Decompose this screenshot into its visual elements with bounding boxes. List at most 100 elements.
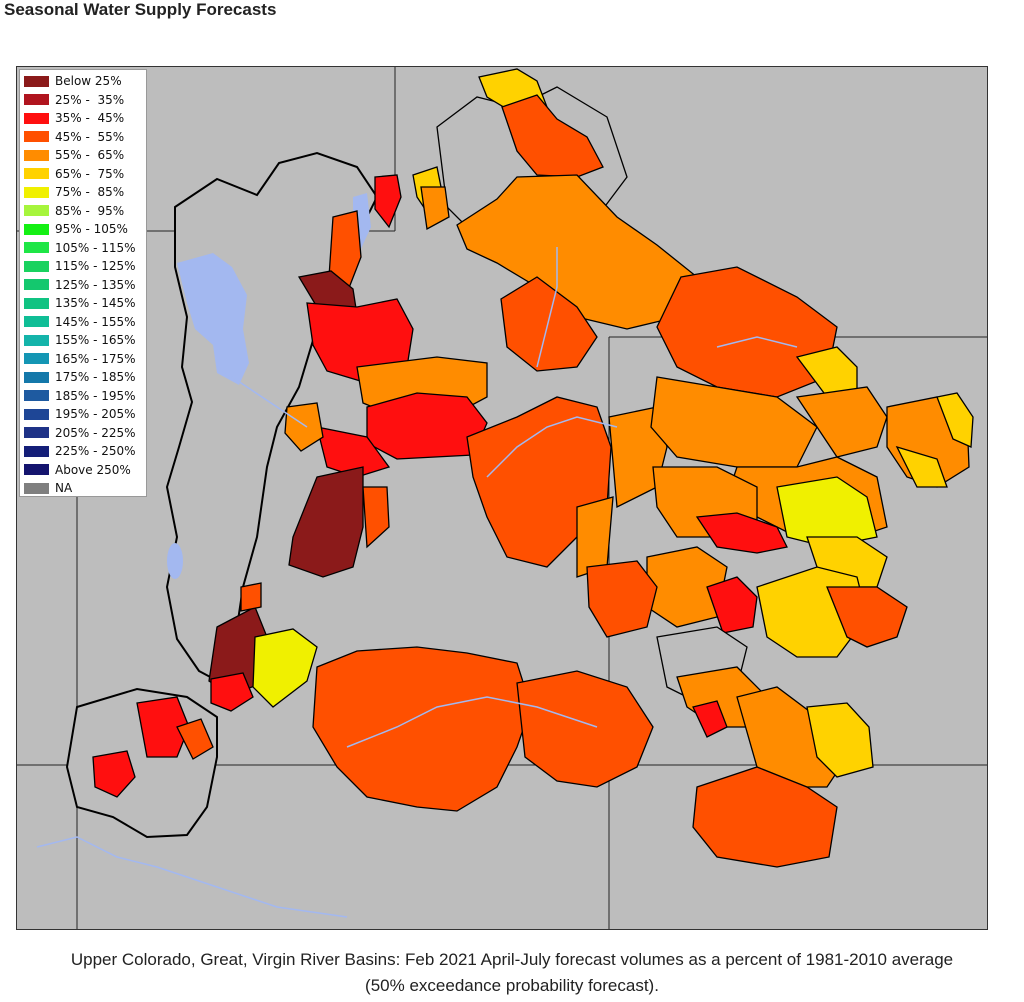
legend-item: 165% - 175% [24,350,146,369]
legend-item: NA [24,479,146,498]
legend-swatch [24,168,49,180]
legend-swatch [24,131,49,143]
legend-label: 225% - 250% [55,444,136,459]
basin-green-upper [501,94,604,178]
legend-swatch [24,75,49,87]
legend-item: 115% - 125% [24,257,146,276]
legend-swatch [24,371,49,383]
legend-label: 115% - 125% [55,259,136,274]
river-lower-colorado [36,836,348,918]
legend-label: Above 250% [55,462,131,477]
basin-dolores-north [586,560,658,638]
legend-label: 85% - 95% [55,203,125,218]
basin-green-south [500,276,598,372]
river-green [536,247,558,368]
legend-swatch [24,482,49,494]
basin-small-red-sj [692,700,728,738]
legend-swatch [24,297,49,309]
basin-upper-colorado-east [795,386,888,458]
colorado-basins [466,266,974,868]
basin-sevier-east [362,486,390,549]
basin-provo-red [316,426,391,478]
page-title: Seasonal Water Supply Forecasts [4,0,277,19]
legend-item: Above 250% [24,461,146,480]
legend-label: 25% - 35% [55,92,125,107]
legend-label: 125% - 135% [55,277,136,292]
legend-swatch [24,464,49,476]
legend-label: 175% - 185% [55,370,136,385]
legend-label: 75% - 85% [55,185,125,200]
legend-label: 165% - 175% [55,351,136,366]
sevier-lake [167,543,183,579]
legend-label: 205% - 225% [55,425,136,440]
legend-item: 145% - 155% [24,313,146,332]
river-yampa [716,336,798,348]
legend-item: 25% - 35% [24,91,146,110]
legend-item: 185% - 195% [24,387,146,406]
caption-line-2: (50% exceedance probability forecast). [365,976,659,995]
legend-label: 55% - 65% [55,148,125,163]
basin-virgin-yellow [252,628,318,708]
basin-front-yellow [936,392,974,448]
rivers [36,247,798,918]
map-caption: Upper Colorado, Great, Virgin River Basi… [0,947,1024,999]
legend-label: 185% - 195% [55,388,136,403]
legend-item: 155% - 165% [24,331,146,350]
legend-swatch [24,445,49,457]
forecast-map [16,66,988,930]
legend-swatch [24,112,49,124]
basin-rio-chama [692,766,838,868]
legend-swatch [24,205,49,217]
legend-swatch [24,316,49,328]
basin-san-juan-yellow [806,702,874,778]
basin-utah-lake-orange [284,402,324,452]
legend-rows: Below 25% 25% - 35% 35% - 45% 45% - 55% 55% … [24,72,146,498]
basin-below25-north [297,270,358,316]
great-salt-lake [177,253,249,385]
legend-label: 35% - 45% [55,111,125,126]
legend-swatch [24,279,49,291]
map-legend: Below 25% 25% - 35% 35% - 45% 45% - 55% 55% … [19,69,147,497]
wasatch-basins [284,270,488,578]
legend-label: 65% - 75% [55,166,125,181]
legend-swatch [24,408,49,420]
basin-virgin-west-red [92,750,136,798]
legend-item: 135% - 145% [24,294,146,313]
legend-label: 45% - 55% [55,129,125,144]
legend-item: 55% - 65% [24,146,146,165]
legend-item: 195% - 205% [24,405,146,424]
legend-label: 195% - 205% [55,407,136,422]
river-jordan [216,366,308,428]
lower-basins [92,582,654,812]
legend-swatch [24,186,49,198]
legend-label: 155% - 165% [55,333,136,348]
basin-gunnison-red [695,512,788,554]
basin-uncompahgre-red [706,576,758,634]
legend-label: 105% - 115% [55,240,136,255]
legend-swatch [24,94,49,106]
legend-swatch [24,260,49,272]
basin-bear-red [374,174,402,229]
legend-item: 75% - 85% [24,183,146,202]
legend-swatch [24,427,49,439]
legend-item: Below 25% [24,72,146,91]
legend-label: 95% - 105% [55,222,128,237]
legend-label: Below 25% [55,74,122,89]
basin-blue-yellow [895,445,948,488]
legend-item: 65% - 75% [24,165,146,184]
legend-label: 145% - 155% [55,314,136,329]
river-colorado-main [346,696,598,748]
basin-lake-powell [312,646,532,812]
caption-line-1: Upper Colorado, Great, Virgin River Basi… [70,950,954,969]
legend-item: 205% - 225% [24,424,146,443]
legend-label: 135% - 145% [55,296,136,311]
legend-item: 175% - 185% [24,368,146,387]
basin-sevier-below25 [288,466,364,578]
legend-item: 95% - 105% [24,220,146,239]
legend-item: 125% - 135% [24,276,146,295]
legend-swatch [24,223,49,235]
basin-virgin-small-orange [176,718,214,760]
legend-item: 85% - 95% [24,202,146,221]
upper-basins [328,68,698,372]
basin-virgin-red [210,672,254,712]
